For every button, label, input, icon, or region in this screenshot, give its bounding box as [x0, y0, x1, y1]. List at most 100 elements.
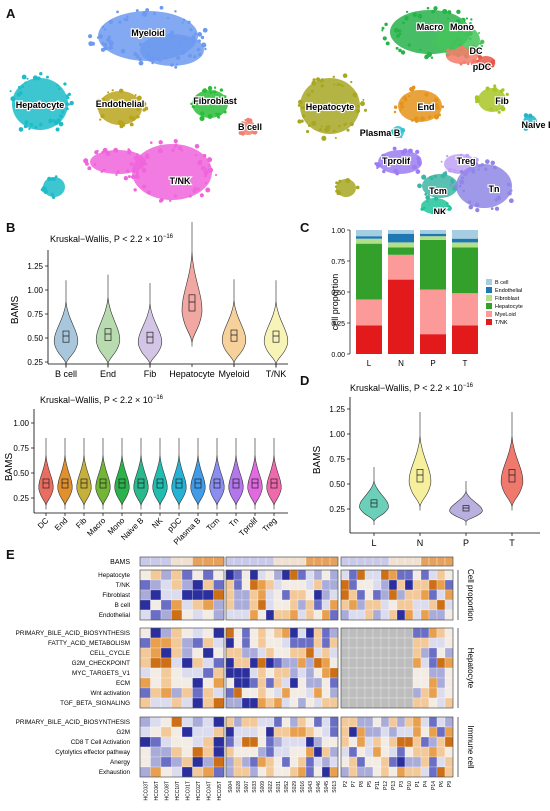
e-cell — [202, 589, 214, 601]
cluster-macro-dot — [465, 17, 469, 20]
e-cell — [380, 609, 390, 621]
cluster-tn-dot — [494, 197, 499, 202]
e-cell — [289, 726, 299, 738]
b-bot-xlabel: Treg — [261, 516, 279, 534]
cluster-end-dot — [428, 115, 432, 119]
e-sample-label: S031 — [276, 781, 282, 793]
e-cell — [404, 667, 414, 679]
e-cell — [404, 687, 414, 699]
e-cell — [372, 589, 382, 601]
cluster-mono-dot — [478, 32, 481, 35]
e-cell — [202, 726, 214, 738]
cluster-macro-dot — [435, 6, 438, 10]
b-bot-violin-6 — [152, 438, 168, 510]
e-cell — [396, 579, 406, 591]
e-cell — [444, 736, 454, 748]
cluster-hepatocyte-dot — [66, 96, 70, 100]
cluster-myeloid-ext-dot — [175, 63, 179, 66]
e-block-frame — [225, 627, 339, 709]
e-cell — [388, 627, 398, 639]
e-cell — [364, 746, 374, 758]
e-cell — [404, 736, 414, 748]
e-cell — [321, 627, 331, 639]
cluster-hepatocyte-r-dot — [352, 92, 358, 98]
cluster-tcm-dot — [442, 171, 448, 177]
cluster-end-dot — [419, 116, 425, 122]
e-cell — [340, 687, 350, 699]
cluster-mono-dot — [469, 21, 472, 25]
e-bams-cell — [150, 556, 162, 567]
label-umap-right-6: Fib — [495, 96, 509, 106]
cluster-end-dot — [434, 115, 439, 120]
label-umap-right-2: DC — [470, 46, 483, 56]
e-cell — [265, 697, 275, 709]
cluster-end-dot — [401, 101, 404, 105]
cluster-mono-dot — [462, 24, 467, 29]
cluster-treg-dot — [472, 157, 478, 162]
cluster-endothelial-dot — [136, 95, 142, 101]
e-cell — [444, 579, 454, 591]
e-sample-label: P6 — [439, 781, 445, 787]
e-bams-cell — [289, 556, 299, 567]
e-cell — [329, 736, 339, 748]
e-cell — [273, 647, 283, 659]
cluster-hepatocyte-r-dot — [363, 108, 368, 112]
cluster-endothelial-dot — [129, 122, 134, 127]
e-cell — [160, 667, 172, 679]
e-cell — [160, 627, 172, 639]
label-tnk: T/NK — [170, 176, 191, 186]
cluster-hepatocyte-r-dot — [297, 99, 303, 105]
cluster-myeloid-dot — [88, 34, 93, 39]
cluster-hepatocyte-r-dot — [349, 121, 354, 127]
e-cell — [372, 569, 382, 581]
e-cell — [225, 756, 235, 768]
e-bams-cell — [297, 556, 307, 567]
label-endothelial: Endothelial — [96, 99, 145, 109]
e-cell — [249, 746, 259, 758]
e-cell — [348, 579, 358, 591]
e-cell — [340, 716, 350, 728]
e-cell — [297, 716, 307, 728]
e-cell — [356, 736, 366, 748]
e-cell — [404, 657, 414, 669]
e-cell — [329, 746, 339, 758]
cluster-end-dot — [393, 110, 397, 114]
e-cell — [412, 657, 422, 669]
e-cell — [225, 746, 235, 758]
e-bams-cell — [202, 556, 214, 567]
cluster-tn-dot — [454, 184, 458, 188]
cluster-tnk-arm-core — [90, 150, 146, 174]
c-legend-label-2: Fibroblast — [495, 296, 520, 302]
cluster-fibroblast-dot — [209, 114, 212, 117]
cluster-myeloid-ext-dot — [158, 36, 162, 40]
e-cell — [428, 736, 438, 748]
e-bams-cell — [321, 556, 331, 567]
cluster-hepatocyte-r-dot — [344, 122, 348, 125]
cluster-fib-dot — [499, 89, 504, 94]
e-cell — [305, 687, 315, 699]
e-cell — [281, 589, 291, 601]
e-cell — [241, 579, 251, 591]
cluster-tn-dot — [477, 168, 480, 171]
cluster-end-dot — [409, 87, 414, 92]
e-cell — [257, 687, 267, 699]
d-violin-3-body — [500, 436, 524, 507]
cluster-tnk-dot — [157, 148, 163, 154]
cluster-myeloid-dot — [166, 16, 170, 20]
e-cell — [420, 627, 430, 639]
e-cell — [139, 726, 151, 738]
e-cell — [249, 697, 259, 709]
cluster-myeloid-dot — [181, 21, 184, 24]
e-cell — [372, 579, 382, 591]
cluster-tcm-dot — [421, 174, 427, 180]
e-cell — [380, 756, 390, 768]
cluster-tn — [449, 159, 514, 213]
e-cell — [388, 687, 398, 699]
cluster-hepatocyte-dot — [18, 127, 24, 132]
e-cell — [150, 716, 162, 728]
cluster-end-dot — [400, 104, 405, 109]
e-cell — [249, 766, 259, 778]
label-umap-right-5: End — [418, 102, 435, 112]
cluster-tnk-dot — [215, 173, 218, 176]
c-legend-label-4: MyeLoid — [495, 312, 516, 318]
